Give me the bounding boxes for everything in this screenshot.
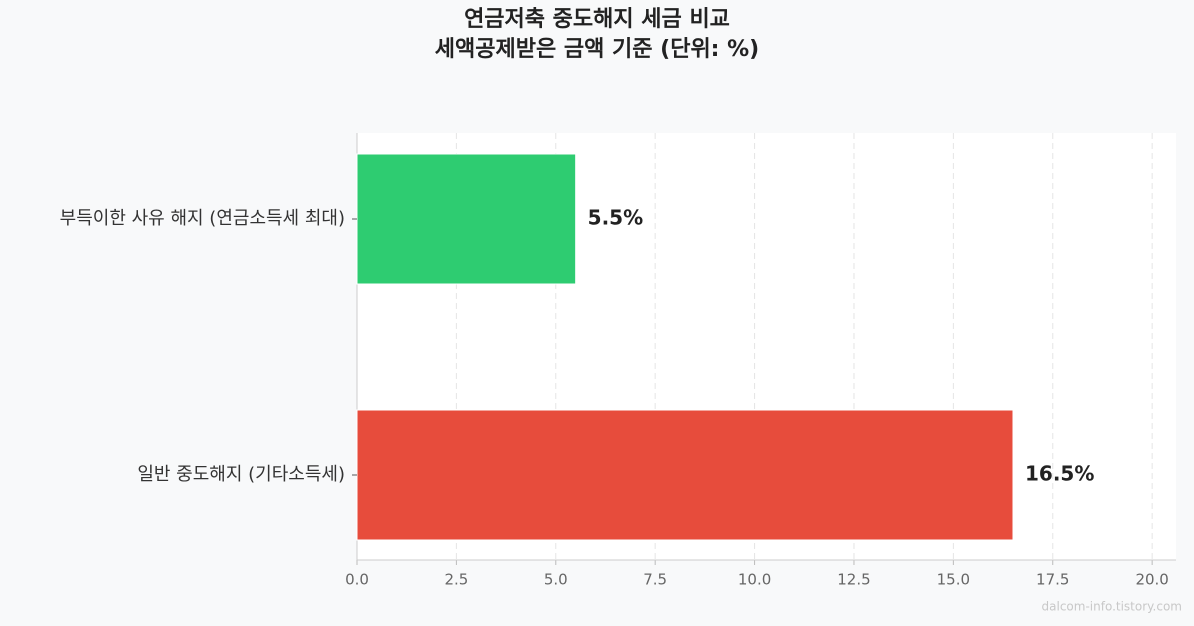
chart-title: 세액공제받은 금액 기준 (단위: %): [435, 37, 759, 62]
chart-title: 연금저축 중도해지 세금 비교: [464, 7, 730, 32]
x-tick-label: 5.0: [544, 571, 568, 589]
x-tick-label: 12.5: [837, 571, 870, 589]
watermark: dalcom-info.tistory.com: [1042, 600, 1182, 614]
x-tick-label: 17.5: [1036, 571, 1069, 589]
y-tick-label: 부득이한 사유 해지 (연금소득세 최대): [60, 208, 345, 229]
bar: [356, 153, 577, 285]
value-label: 5.5%: [588, 206, 643, 230]
x-tick-label: 20.0: [1135, 571, 1168, 589]
x-tick-label: 10.0: [738, 571, 771, 589]
x-tick-label: 7.5: [643, 571, 667, 589]
x-tick-label: 15.0: [937, 571, 970, 589]
value-label: 16.5%: [1025, 462, 1094, 486]
x-tick-label: 0.0: [345, 571, 369, 589]
x-tick-label: 2.5: [444, 571, 468, 589]
bar: [356, 409, 1014, 541]
y-tick-label: 일반 중도해지 (기타소득세): [137, 464, 345, 485]
